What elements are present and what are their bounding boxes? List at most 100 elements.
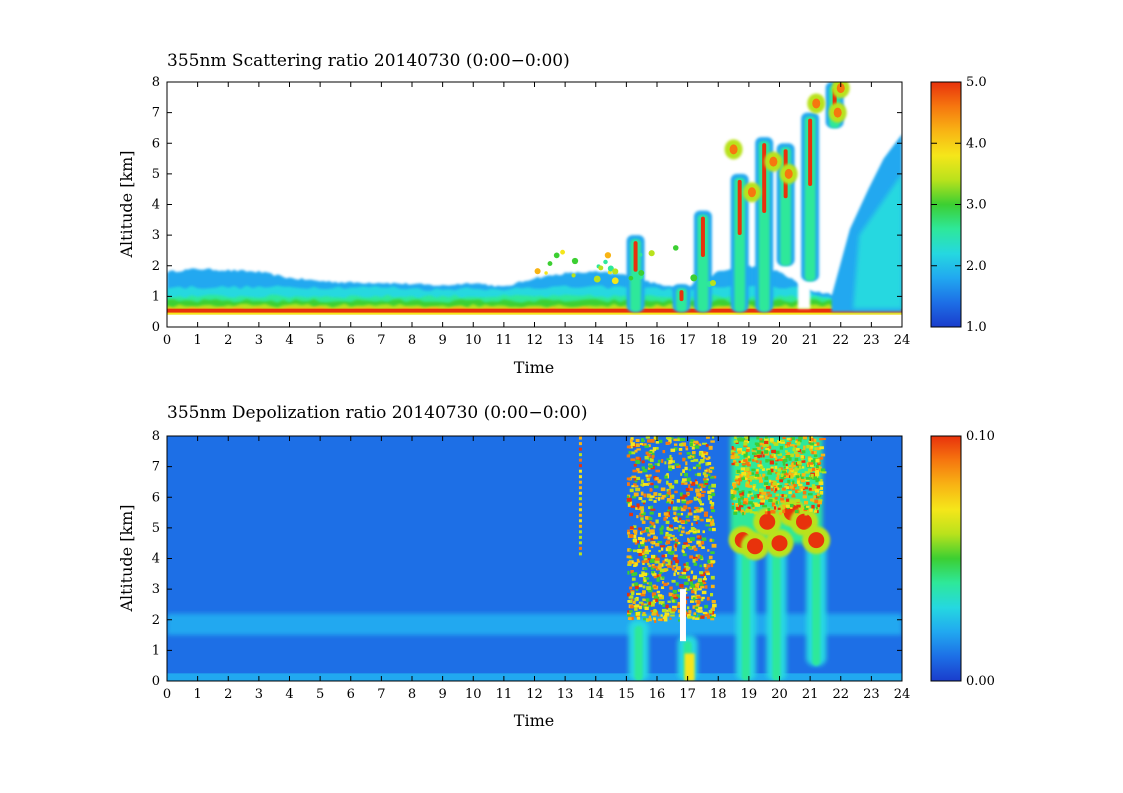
noise-pixel bbox=[702, 472, 707, 476]
noise-pixel bbox=[641, 479, 644, 484]
noise-pixel bbox=[648, 498, 653, 502]
aerosol-speckle bbox=[628, 275, 634, 281]
noise-pixel bbox=[753, 455, 757, 458]
noise-pixel bbox=[674, 480, 679, 484]
noise-pixel bbox=[806, 444, 811, 449]
noise-pixel bbox=[682, 469, 686, 473]
noise-pixel bbox=[670, 597, 675, 600]
noise-pixel bbox=[747, 478, 753, 482]
noise-pixel bbox=[745, 500, 748, 505]
noise-pixel bbox=[689, 442, 693, 447]
x-tick-label: 14 bbox=[587, 333, 604, 348]
noise-pixel bbox=[657, 540, 663, 544]
noise-pixel bbox=[689, 555, 694, 559]
noise-pixel bbox=[678, 575, 683, 579]
noise-pixel bbox=[698, 500, 702, 504]
noise-pixel bbox=[637, 549, 642, 553]
noise-pixel bbox=[661, 608, 667, 613]
noise-pixel bbox=[784, 483, 789, 486]
noise-pixel bbox=[804, 511, 808, 516]
noise-pixel bbox=[653, 575, 657, 579]
noise-pixel bbox=[691, 590, 695, 594]
noise-pixel bbox=[812, 485, 817, 490]
noise-pixel bbox=[626, 500, 630, 504]
noise-pixel bbox=[735, 441, 739, 444]
noise-pixel bbox=[668, 460, 674, 463]
cloud-core bbox=[630, 239, 641, 312]
noise-pixel bbox=[700, 586, 705, 589]
noise-pixel bbox=[743, 441, 748, 446]
noise-pixel bbox=[701, 546, 705, 549]
y-tick-label: 2 bbox=[152, 259, 160, 274]
x-axis-label: Time bbox=[514, 711, 554, 730]
noise-pixel bbox=[647, 439, 652, 443]
noise-pixel bbox=[641, 508, 645, 512]
noise-pixel bbox=[662, 450, 666, 454]
noise-pixel bbox=[711, 436, 715, 439]
noise-pixel bbox=[764, 438, 769, 441]
noise-pixel bbox=[815, 478, 820, 483]
noise-pixel bbox=[683, 563, 689, 566]
noise-pixel bbox=[731, 505, 735, 510]
noise-pixel bbox=[643, 603, 647, 606]
noise-pixel bbox=[655, 446, 659, 450]
noise-pixel bbox=[791, 464, 796, 468]
colorbar-tick-label: 2.0 bbox=[966, 259, 987, 274]
noise-pixel bbox=[739, 505, 744, 508]
noise-pixel bbox=[677, 589, 681, 592]
noise-pixel bbox=[696, 492, 702, 497]
cloud-peak bbox=[700, 216, 705, 258]
noise-pixel bbox=[677, 506, 681, 510]
noise-pixel bbox=[633, 529, 638, 533]
noise-pixel bbox=[775, 501, 778, 505]
fall-streak-core bbox=[634, 625, 643, 681]
noise-pixel bbox=[739, 447, 743, 452]
noise-pixel bbox=[648, 615, 651, 619]
noise-pixel bbox=[680, 472, 683, 476]
noise-pixel bbox=[634, 585, 639, 590]
noise-pixel bbox=[757, 442, 763, 446]
noise-pixel bbox=[757, 476, 763, 480]
noise-pixel bbox=[760, 446, 764, 450]
noise-pixel bbox=[652, 617, 656, 621]
aerosol-speckle bbox=[534, 268, 541, 275]
noise-pixel bbox=[730, 496, 734, 500]
noise-pixel bbox=[744, 461, 750, 466]
noise-pixel bbox=[736, 481, 739, 484]
noise-pixel bbox=[658, 439, 663, 444]
noise-pixel bbox=[766, 491, 771, 494]
noise-pixel bbox=[737, 448, 740, 452]
y-tick-label: 2 bbox=[152, 613, 160, 628]
noise-pixel bbox=[783, 466, 786, 469]
noise-pixel bbox=[697, 578, 703, 583]
noise-pixel bbox=[735, 475, 740, 479]
noise-pixel bbox=[626, 497, 632, 502]
ice-cloud-peak bbox=[771, 535, 788, 552]
noise-pixel bbox=[681, 480, 685, 483]
noise-pixel bbox=[691, 444, 696, 447]
y-tick-label: 8 bbox=[152, 429, 160, 444]
noise-pixel bbox=[803, 500, 809, 505]
noise-pixel bbox=[631, 577, 636, 581]
noise-pixel bbox=[629, 586, 633, 590]
x-tick-label: 18 bbox=[710, 687, 727, 702]
column-pixel bbox=[578, 436, 582, 440]
noise-pixel bbox=[695, 558, 698, 562]
noise-pixel bbox=[781, 474, 786, 478]
noise-pixel bbox=[707, 473, 711, 476]
noise-pixel bbox=[692, 616, 695, 620]
y-tick-label: 7 bbox=[152, 460, 160, 475]
noise-pixel bbox=[743, 444, 748, 448]
noise-pixel bbox=[682, 575, 687, 580]
noise-pixel bbox=[821, 437, 826, 441]
noise-pixel bbox=[658, 493, 662, 497]
y-axis-label: Altitude [km] bbox=[117, 150, 136, 258]
noise-pixel bbox=[695, 508, 699, 511]
noise-pixel bbox=[700, 494, 705, 497]
noise-pixel bbox=[688, 610, 692, 614]
noise-pixel bbox=[710, 476, 715, 479]
noise-pixel bbox=[632, 538, 638, 543]
noise-pixel bbox=[818, 486, 824, 490]
y-axis-label: Altitude [km] bbox=[117, 504, 136, 612]
noise-pixel bbox=[751, 503, 755, 508]
